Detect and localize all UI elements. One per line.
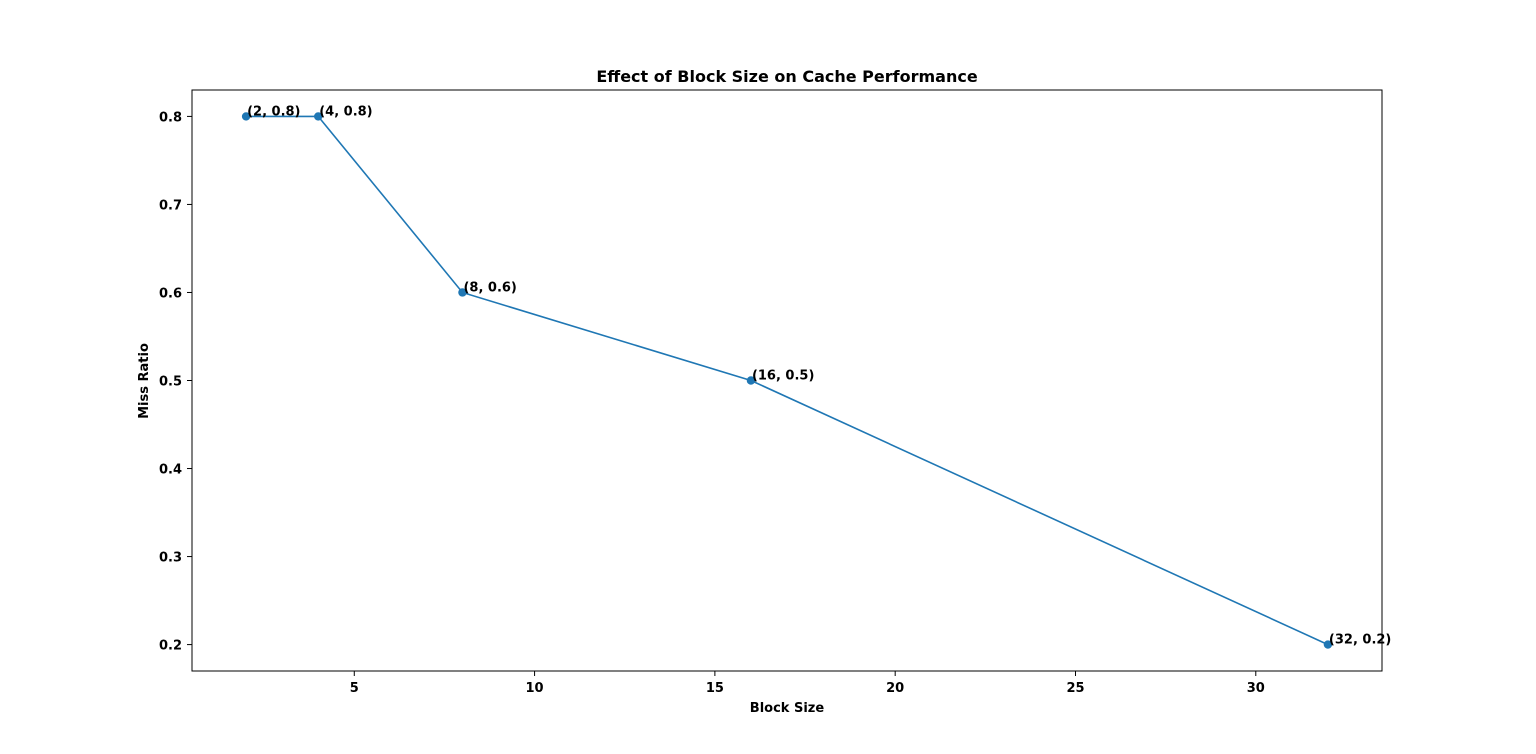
x-tick-label: 5 bbox=[350, 681, 359, 696]
y-tick-label: 0.6 bbox=[159, 286, 182, 301]
x-tick-label: 25 bbox=[1066, 681, 1084, 696]
point-annotation: (8, 0.6) bbox=[463, 280, 516, 295]
x-axis: 5 10 15 20 25 30 bbox=[350, 671, 1265, 696]
y-axis: 0.2 0.3 0.4 0.5 0.6 0.7 0.8 bbox=[159, 110, 192, 654]
y-tick-label: 0.5 bbox=[159, 375, 182, 390]
y-tick-label: 0.4 bbox=[159, 463, 182, 478]
plot-area: (2, 0.8) (4, 0.8) (8, 0.6) (16, 0.5) (32, 0.… bbox=[241, 104, 1391, 649]
data-point bbox=[458, 288, 467, 297]
x-tick-label: 15 bbox=[706, 681, 724, 696]
x-tick-label: 30 bbox=[1247, 681, 1265, 696]
y-tick-label: 0.2 bbox=[159, 639, 182, 654]
data-point bbox=[241, 112, 251, 121]
data-point bbox=[1323, 640, 1333, 649]
y-tick-label: 0.7 bbox=[159, 198, 182, 213]
data-point bbox=[314, 112, 323, 121]
x-tick-label: 20 bbox=[886, 681, 904, 696]
x-axis-label: Block Size bbox=[750, 701, 825, 716]
point-annotation: (4, 0.8) bbox=[319, 104, 372, 119]
point-annotation: (16, 0.5) bbox=[752, 369, 814, 384]
y-tick-label: 0.3 bbox=[159, 551, 182, 566]
y-tick-label: 0.8 bbox=[159, 110, 182, 125]
chart-title: Effect of Block Size on Cache Performanc… bbox=[596, 67, 978, 86]
point-annotation: (2, 0.8) bbox=[247, 104, 300, 119]
plot-frame bbox=[191, 89, 1383, 672]
point-annotation: (32, 0.2) bbox=[1329, 633, 1391, 648]
y-axis-label: Miss Ratio bbox=[137, 343, 152, 419]
x-tick-label: 10 bbox=[526, 681, 544, 696]
data-point bbox=[746, 376, 756, 385]
